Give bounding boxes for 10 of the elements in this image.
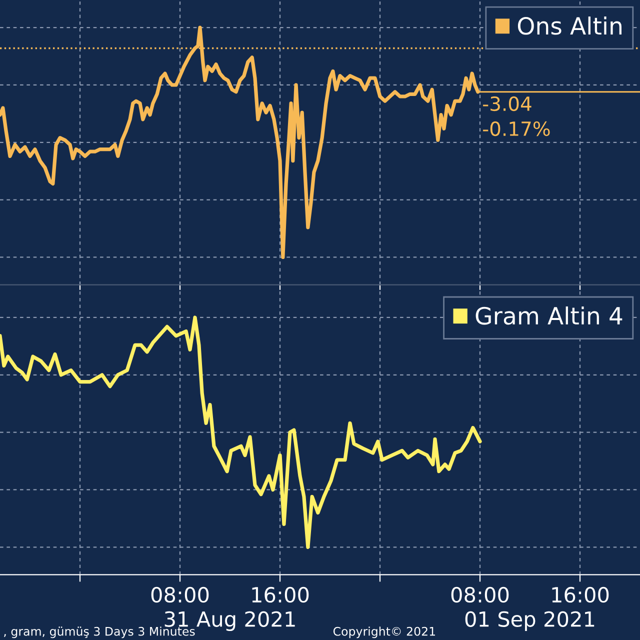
annotation: -3.04 bbox=[483, 96, 532, 112]
x-tick-label: 08:00 bbox=[451, 586, 509, 603]
legend-label: Gram Altin 4 bbox=[476, 306, 622, 325]
x-tick-label: 16:00 bbox=[252, 586, 309, 603]
annotation: -0.17% bbox=[483, 121, 550, 136]
legend-label: Ons Altin bbox=[518, 16, 622, 35]
x-tick-label: 16:00 bbox=[552, 586, 609, 603]
x-tick-label: 08:00 bbox=[151, 586, 209, 603]
x2-tick-label: 01 Sep 2021 bbox=[465, 611, 594, 631]
text: Copyright© 2021 bbox=[333, 626, 435, 638]
